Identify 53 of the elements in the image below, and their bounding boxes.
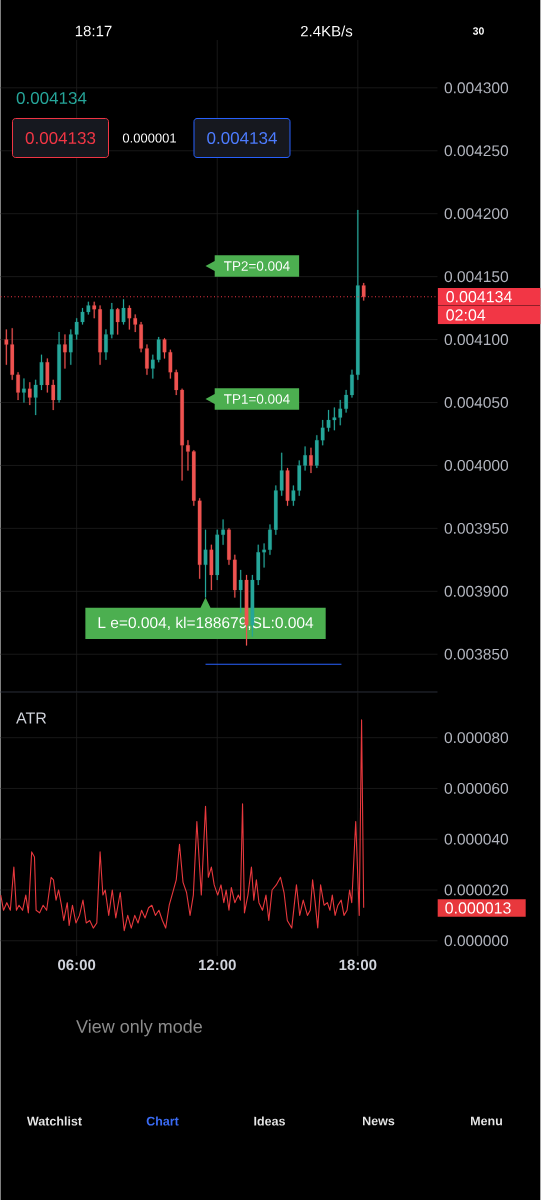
text: 02:04 xyxy=(446,309,486,321)
y-tick-label: 0.003900 xyxy=(444,585,509,597)
text: Chart xyxy=(146,1116,179,1126)
y-tick-label: 0.004300 xyxy=(444,82,509,94)
y-tick-label: 0.004150 xyxy=(444,271,509,283)
x-tick-label: 18:00 xyxy=(339,959,377,971)
y-tick-label: 0.000080 xyxy=(444,732,509,744)
candlestick xyxy=(28,382,32,406)
candlestick xyxy=(309,447,313,474)
candlestick xyxy=(238,569,243,613)
candlestick xyxy=(233,554,237,598)
annotation: 0.004133 xyxy=(25,131,96,145)
candlestick xyxy=(57,331,62,403)
y-tick-label: 0.000000 xyxy=(444,935,509,947)
candlestick xyxy=(110,302,114,339)
candlestick xyxy=(22,378,26,403)
candlestick xyxy=(63,334,67,369)
annotation: 0.004134 xyxy=(207,131,278,145)
candlestick xyxy=(285,467,290,506)
text: 18:17 xyxy=(76,25,112,37)
candlestick xyxy=(361,282,366,301)
text: 2.4KB/s xyxy=(301,25,353,37)
text: Watchlist xyxy=(27,1116,83,1126)
candlestick xyxy=(356,209,360,380)
annotation: TP2=0.004 xyxy=(224,261,290,271)
text: News xyxy=(363,1116,395,1126)
y-tick-label: 0.004200 xyxy=(444,208,509,220)
y-tick-label: 0.000060 xyxy=(444,782,509,794)
text: View only mode xyxy=(76,1019,203,1037)
candlestick xyxy=(203,529,208,598)
text: 0.000013 xyxy=(445,902,511,914)
y-tick-label: 0.000040 xyxy=(444,833,509,845)
annotation: TP1=0.004 xyxy=(224,394,290,404)
x-tick-label: 12:00 xyxy=(199,959,236,971)
candlestick xyxy=(121,299,126,325)
y-tick-label: 0.004250 xyxy=(444,145,509,157)
text: Menu xyxy=(471,1116,503,1126)
annotation: 0.004134 xyxy=(16,91,87,105)
candlestick xyxy=(209,544,214,591)
annotation: 0.000001 xyxy=(123,133,177,143)
ref-line-label: 0.004134 xyxy=(446,291,513,303)
text: 30 xyxy=(473,27,485,35)
y-tick-label: 0.004100 xyxy=(444,334,509,346)
y-tick-label: 0.004050 xyxy=(444,397,509,408)
candlestick xyxy=(145,344,149,375)
y-tick-label: 0.003850 xyxy=(444,648,509,660)
text: ATR xyxy=(16,712,47,724)
candlestick xyxy=(115,308,120,335)
y-tick-label: 0.004000 xyxy=(444,459,509,471)
x-tick-label: 06:00 xyxy=(58,959,96,971)
y-tick-label: 0.003950 xyxy=(444,522,509,534)
y-tick-label: 0.000020 xyxy=(444,884,509,896)
text: Ideas xyxy=(254,1116,286,1126)
